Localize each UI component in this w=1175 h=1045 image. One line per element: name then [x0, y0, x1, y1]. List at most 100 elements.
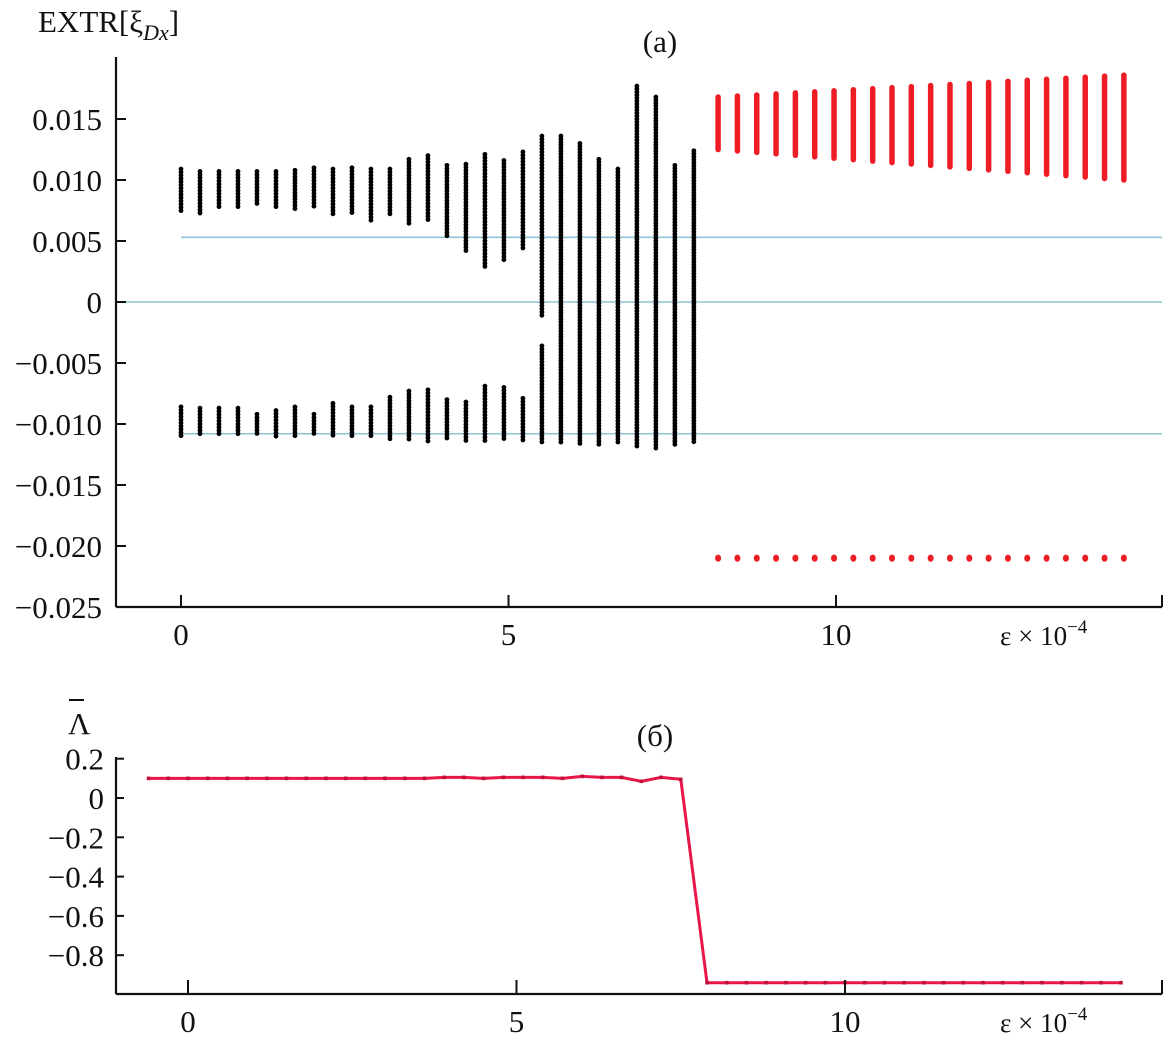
lyapunov-point: [1040, 980, 1044, 985]
lyapunov-point: [678, 777, 683, 782]
lyapunov-point: [403, 776, 407, 781]
chaotic-point: [387, 436, 393, 442]
y-tick-label: 0.015: [32, 102, 102, 137]
x-tick-label: 0: [173, 617, 189, 652]
chaotic-point: [501, 436, 507, 441]
chaotic-column: [311, 165, 317, 436]
panel-b-title: (б): [637, 718, 673, 753]
chaotic-point: [330, 432, 336, 438]
chaotic-point: [197, 210, 203, 216]
periodic-min-point: [734, 554, 741, 562]
chaotic-point: [406, 436, 412, 442]
chaotic-point: [615, 439, 621, 445]
chaotic-point: [330, 211, 336, 217]
lyapunov-point: [462, 775, 466, 780]
lyapunov-point: [823, 980, 828, 985]
chaotic-column: [691, 148, 697, 445]
periodic-min-point: [831, 554, 838, 562]
chaotic-point: [349, 433, 355, 439]
y-tick-label: 0.2: [65, 742, 104, 777]
lyapunov-point: [1020, 980, 1025, 985]
chaotic-point: [216, 204, 222, 210]
chaotic-point: [254, 431, 260, 436]
lyapunov-point: [941, 980, 946, 985]
chaotic-point: [425, 438, 431, 444]
lyapunov-point: [1119, 980, 1123, 985]
chaotic-point: [368, 217, 374, 223]
y-tick-label: −0.2: [48, 820, 104, 855]
lyapunov-point: [146, 776, 151, 781]
lyapunov-point: [1000, 980, 1005, 985]
periodic-min-point: [792, 554, 799, 562]
lyapunov-point: [422, 776, 427, 781]
chaotic-point: [653, 445, 659, 451]
lyapunov-point: [1099, 980, 1104, 985]
x-tick-label: 10: [830, 1004, 861, 1039]
panel-a-y-axis-label: EXTR[ξDx]: [38, 4, 179, 45]
lyapunov-point: [639, 779, 644, 784]
chaotic-column: [463, 161, 469, 443]
chaotic-point: [634, 443, 640, 449]
y-tick-label: −0.020: [15, 529, 102, 564]
lyapunov-point: [166, 776, 171, 781]
chaotic-column: [615, 166, 621, 445]
lyapunov-point: [363, 776, 368, 781]
lyapunov-point: [540, 775, 545, 780]
panel-a-extrema-chart: EXTR[ξDx] (a) ε × 10−4 0.015 0.010 0.005 0 −…: [15, 4, 1163, 652]
chaotic-point: [482, 438, 488, 443]
periodic-min-point: [1043, 554, 1050, 562]
panel-b-y-axis-label: Λ: [68, 706, 91, 741]
chaotic-point: [520, 437, 526, 443]
lyapunov-point: [619, 775, 624, 780]
chaotic-column: [292, 167, 298, 439]
lyapunov-point: [1060, 980, 1064, 985]
chaotic-point: [292, 433, 298, 439]
chaotic-column: [672, 162, 678, 447]
chaotic-column: [653, 94, 659, 451]
chaotic-point: [520, 245, 526, 251]
data-marks: [146, 774, 1123, 985]
chaotic-column: [596, 156, 602, 447]
lyapunov-point: [304, 776, 309, 781]
chaotic-point: [539, 312, 545, 318]
periodic-min-point: [811, 554, 818, 562]
chaotic-column: [539, 133, 545, 445]
chaotic-column: [482, 151, 488, 443]
lyapunov-point: [265, 776, 269, 781]
periodic-min-point: [908, 554, 915, 562]
chaotic-point: [444, 435, 450, 441]
lyapunov-point: [205, 776, 210, 781]
x-tick-label: 0: [180, 1004, 196, 1039]
chaotic-column: [330, 166, 336, 438]
chaotic-column: [520, 149, 526, 443]
chaotic-point: [235, 204, 241, 210]
periodic-min-point: [1082, 554, 1089, 562]
y-tick-label: −0.010: [15, 407, 102, 442]
panel-b-lyapunov-chart: Λ (б) ε × 10−4 0.2 0 −0.2 −0.4 −0.6 −0.8 0 5 10: [48, 699, 1163, 1039]
periodic-min-point: [985, 554, 992, 562]
chaotic-point: [577, 441, 583, 446]
chaotic-point: [273, 204, 279, 210]
chaotic-column: [425, 153, 431, 444]
chaotic-point: [501, 257, 507, 263]
lyapunov-point: [521, 775, 525, 780]
chaotic-point: [596, 441, 602, 447]
chaotic-point: [482, 263, 488, 269]
lyapunov-point: [764, 980, 768, 985]
y-tick-label: 0: [87, 285, 103, 320]
lyapunov-point: [862, 980, 867, 985]
chaotic-point: [558, 439, 564, 445]
periodic-min-point: [715, 554, 722, 562]
chaotic-point: [216, 431, 222, 437]
lyapunov-point: [882, 980, 887, 985]
lyapunov-point: [442, 775, 447, 780]
lyapunov-point: [186, 776, 190, 781]
chaotic-column: [273, 169, 279, 439]
periodic-min-point: [946, 554, 953, 562]
periodic-min-point: [889, 554, 896, 562]
periodic-min-point: [869, 554, 876, 562]
chaotic-column: [254, 169, 260, 436]
chaotic-column: [406, 156, 412, 442]
chaotic-point: [273, 433, 279, 439]
data-marks: [178, 72, 1127, 562]
